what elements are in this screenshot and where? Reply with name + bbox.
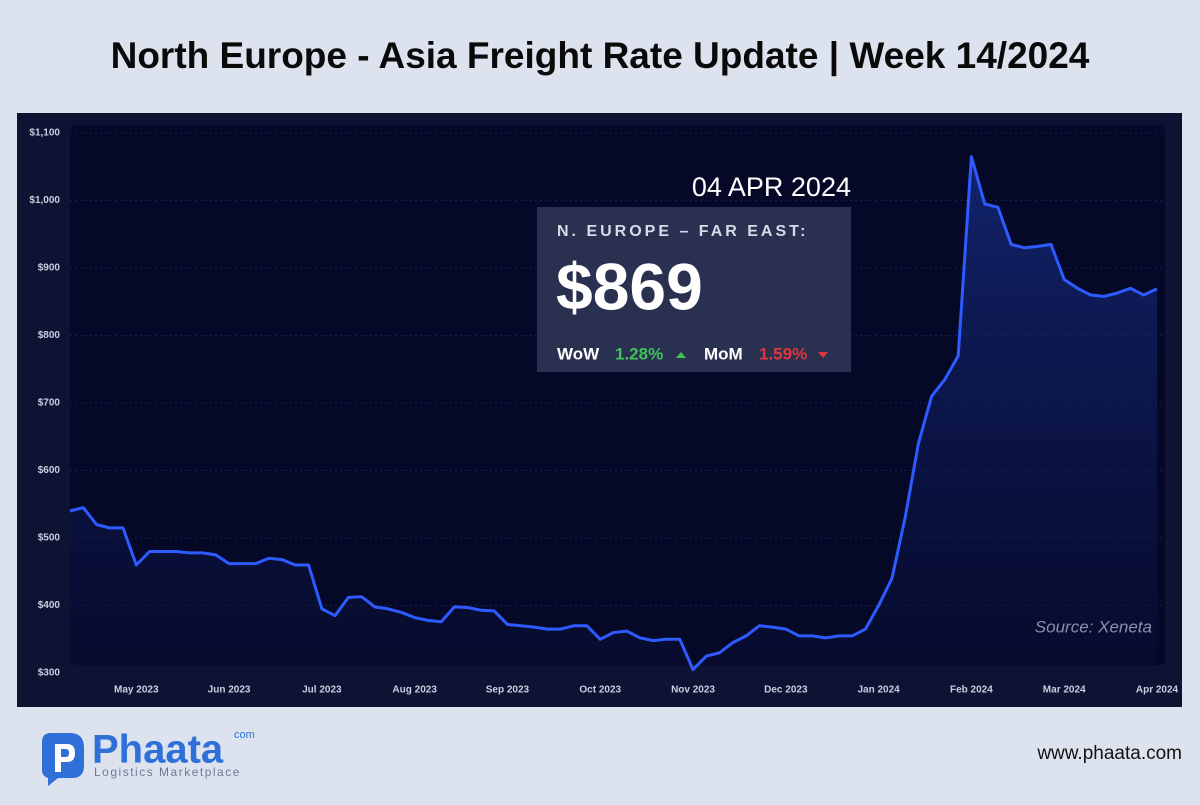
mom-label: MoM (704, 344, 743, 363)
x-tick-label: Oct 2023 (579, 685, 621, 696)
y-tick-label: $500 (38, 533, 61, 544)
callout-date: 04 APR 2024 (692, 172, 851, 202)
plot-area (70, 125, 1165, 665)
area (70, 156, 1157, 670)
y-tick-label: $1,000 (29, 195, 60, 206)
logo: Phaata com Logistics Marketplace (42, 728, 255, 786)
down-arrow (818, 352, 828, 358)
y-tick-label: $800 (38, 330, 61, 341)
x-tick-label: Jun 2023 (208, 685, 251, 696)
callout-price: $869 (556, 249, 703, 323)
x-tick-label: May 2023 (114, 685, 159, 696)
x-tick-label: Dec 2023 (764, 685, 808, 696)
y-tick-label: $900 (38, 263, 61, 274)
callout-route: N. EUROPE – FAR EAST: (557, 223, 808, 240)
y-tick-label: $400 (38, 600, 61, 611)
callout-box (537, 207, 851, 372)
logo-letter (55, 744, 75, 772)
x-tick-label: Sep 2023 (486, 685, 530, 696)
chart-title: North Europe - Asia Freight Rate Update … (111, 35, 1090, 77)
x-tick-label: Apr 2024 (1136, 685, 1179, 696)
x-tick-label: Nov 2023 (671, 685, 715, 696)
mom-change: 1.59% (759, 344, 807, 363)
x-tick-label: Feb 2024 (950, 685, 993, 696)
y-tick-label: $300 (38, 668, 61, 679)
y-tick-label: $1,100 (29, 128, 60, 139)
wow-label: WoW (557, 344, 600, 363)
line (69, 155, 1158, 672)
brand-suffix: com (234, 729, 255, 741)
x-tick-label: Aug 2023 (392, 685, 437, 696)
brand-name: Phaata (92, 728, 224, 772)
x-tick-label: Mar 2024 (1043, 685, 1086, 696)
up-arrow (676, 352, 686, 358)
x-tick-label: Jan 2024 (857, 685, 900, 696)
wow-change: 1.28% (615, 344, 663, 363)
brand-tagline: Logistics Marketplace (94, 765, 241, 779)
y-tick-label: $600 (38, 465, 61, 476)
x-tick-label: Jul 2023 (302, 685, 342, 696)
y-tick-label: $700 (38, 398, 61, 409)
source-note: Source: Xeneta (1035, 617, 1152, 636)
website: www.phaata.com (1036, 743, 1182, 764)
